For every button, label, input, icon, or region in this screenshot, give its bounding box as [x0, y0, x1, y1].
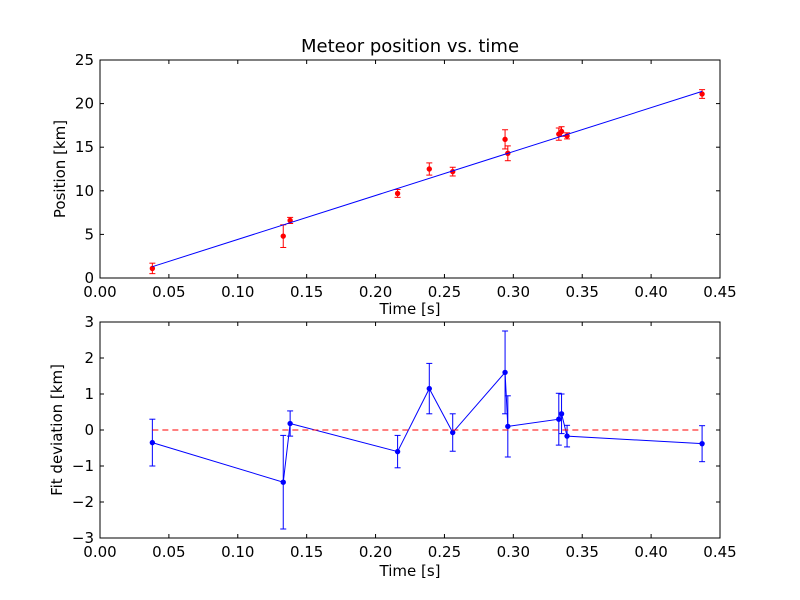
linear-fit-line [152, 90, 703, 268]
deviation-y-ticks: −3 −2 −1 0 1 2 3 [72, 313, 720, 547]
data-point [280, 233, 286, 239]
position-y-tick-label: 15 [75, 138, 94, 156]
deviation-y-tick-label: 3 [84, 313, 94, 331]
data-point [699, 91, 705, 97]
position-x-ticks: 0.00 0.05 0.10 0.15 0.20 0.25 0.30 0.35 0.40 0.45 [83, 60, 737, 301]
deviation-y-tick-label: −1 [72, 457, 94, 475]
deviation-x-tick-label: 0.05 [152, 543, 185, 561]
deviation-x-tick-label: 0.10 [221, 543, 254, 561]
deviation-x-tick-label: 0.45 [703, 543, 736, 561]
deviation-x-tick-label: 0.00 [83, 543, 116, 561]
position-x-tick-label: 0.05 [152, 283, 185, 301]
deviation-y-tick-label: 0 [84, 421, 94, 439]
data-point [426, 385, 432, 392]
data-point [280, 479, 286, 485]
deviation-x-axis-label: Time [s] [379, 562, 441, 580]
position-y-tick-label: 25 [75, 51, 94, 69]
position-chart-title: Meteor position vs. time [301, 36, 519, 57]
deviation-y-tick-label: 1 [84, 385, 94, 403]
deviation-x-tick-label: 0.30 [497, 543, 530, 561]
data-point [394, 448, 401, 455]
position-axes-frame [99, 59, 721, 279]
data-point [149, 439, 156, 446]
position-x-tick-label: 0.20 [359, 283, 392, 301]
data-point [558, 411, 565, 417]
position-x-axis-label: Time [s] [379, 300, 441, 318]
deviation-y-tick-label: −3 [72, 529, 94, 547]
position-x-tick-label: 0.35 [566, 283, 599, 301]
position-y-tick-label: 20 [75, 95, 94, 113]
position-y-tick-label: 10 [75, 182, 94, 200]
position-x-tick-label: 0.15 [290, 283, 323, 301]
position-plot-area [149, 89, 706, 275]
position-y-ticks: 0 5 10 15 20 25 [75, 51, 720, 287]
position-chart: Meteor position vs. time 0.00 0.05 0.10 0.1… [51, 36, 737, 318]
data-point [558, 128, 565, 135]
deviation-y-axis-label: Fit deviation [km] [48, 364, 66, 496]
deviation-y-tick-label: 2 [84, 349, 94, 367]
data-point [426, 166, 432, 172]
position-x-tick-label: 0.45 [703, 283, 736, 301]
data-point [502, 136, 508, 143]
position-x-tick-label: 0.00 [83, 283, 116, 301]
deviation-x-tick-label: 0.35 [566, 543, 599, 561]
deviation-x-ticks: 0.00 0.05 0.10 0.15 0.20 0.25 0.30 0.35 0.40 0.45 [83, 322, 737, 561]
data-point [502, 369, 508, 376]
data-point [699, 440, 705, 447]
deviation-y-tick-label: −2 [72, 493, 94, 511]
deviation-plot-area [149, 330, 706, 530]
deviation-x-tick-label: 0.25 [428, 543, 461, 561]
data-point [287, 420, 293, 427]
deviation-x-tick-label: 0.15 [290, 543, 323, 561]
position-y-axis-label: Position [km] [51, 120, 69, 218]
position-x-tick-label: 0.25 [428, 283, 461, 301]
data-point [556, 416, 562, 422]
data-point [564, 433, 570, 439]
position-x-tick-label: 0.40 [634, 283, 667, 301]
deviation-x-tick-label: 0.40 [634, 543, 667, 561]
deviation-line [152, 371, 703, 483]
position-x-tick-label: 0.10 [221, 283, 254, 301]
data-point [394, 190, 401, 197]
deviation-chart: 0.00 0.05 0.10 0.15 0.20 0.25 0.30 0.35 0.40 0.45… [48, 313, 737, 580]
data-point [505, 423, 511, 430]
position-y-tick-label: 0 [84, 269, 94, 287]
data-point [149, 265, 156, 272]
deviation-x-tick-label: 0.20 [359, 543, 392, 561]
data-point [450, 429, 456, 436]
position-y-tick-label: 5 [84, 225, 94, 243]
position-x-tick-label: 0.30 [497, 283, 530, 301]
